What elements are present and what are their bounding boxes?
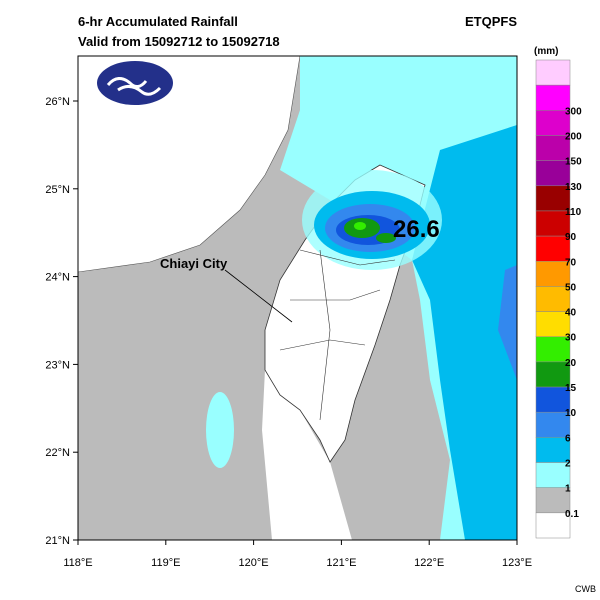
legend-swatch bbox=[535, 261, 571, 287]
legend-label: 70 bbox=[565, 257, 577, 268]
legend-label: 1 bbox=[565, 484, 571, 495]
legend-swatch bbox=[535, 135, 571, 161]
legend-label: 15 bbox=[565, 383, 577, 394]
legend-swatch bbox=[535, 286, 571, 312]
lat-tick-label: 24°N bbox=[45, 272, 70, 284]
legend-label: 130 bbox=[565, 182, 582, 193]
legend-swatch bbox=[535, 59, 571, 86]
map-frame bbox=[77, 55, 518, 541]
legend-swatch bbox=[535, 185, 571, 212]
county-lines bbox=[279, 249, 396, 421]
lon-tick-label: 120°E bbox=[239, 557, 269, 569]
legend-label: 0.1 bbox=[565, 509, 579, 520]
lon-tick-label: 123°E bbox=[502, 557, 532, 569]
rain-blob-20b bbox=[376, 233, 396, 243]
lat-tick-label: 26°N bbox=[45, 96, 70, 108]
strait-dry bbox=[262, 370, 352, 540]
legend-unit: (mm) bbox=[534, 46, 558, 57]
rain-6-10 bbox=[498, 265, 517, 380]
legend-label: 6 bbox=[565, 433, 571, 444]
legend-label: 110 bbox=[565, 207, 582, 218]
lon-tick-label: 119°E bbox=[151, 557, 180, 569]
legend-swatch bbox=[535, 512, 571, 539]
legend-swatch bbox=[535, 235, 571, 262]
lat-tick-label: 21°N bbox=[45, 535, 70, 547]
legend-swatch bbox=[535, 110, 571, 136]
city-label: Chiayi City bbox=[160, 256, 228, 271]
legend-swatch bbox=[535, 311, 571, 337]
legend-swatch bbox=[535, 437, 571, 463]
mainland bbox=[78, 56, 301, 273]
legend-label: 20 bbox=[565, 358, 577, 369]
legend-label: 50 bbox=[565, 282, 577, 293]
rain-patch bbox=[206, 392, 234, 468]
map-area bbox=[78, 56, 517, 540]
max-value: 26.6 bbox=[393, 216, 440, 243]
logo-swirl bbox=[106, 77, 162, 96]
lat-tick-label: 23°N bbox=[45, 359, 70, 371]
lon-tick-label: 122°E bbox=[414, 557, 444, 569]
lon-tick-label: 121°E bbox=[326, 557, 356, 569]
legend-swatch bbox=[535, 336, 571, 363]
rain-blob-30 bbox=[354, 222, 366, 230]
legend-swatch bbox=[535, 210, 571, 237]
legend-swatch bbox=[535, 160, 571, 187]
legend-label: 2 bbox=[565, 459, 571, 470]
product: ETQPFS bbox=[465, 14, 517, 29]
title: 6-hr Accumulated Rainfall bbox=[78, 14, 238, 29]
lon-tick-label: 118°E bbox=[63, 557, 92, 569]
subtitle: Valid from 15092712 to 15092718 bbox=[78, 34, 280, 49]
legend-label: 10 bbox=[565, 408, 577, 419]
legend-label: 150 bbox=[565, 157, 582, 168]
legend-label: 90 bbox=[565, 232, 577, 243]
legend-label: 300 bbox=[565, 106, 582, 117]
lat-tick-label: 22°N bbox=[45, 447, 70, 459]
lat-tick-label: 25°N bbox=[45, 184, 70, 196]
credit: CWB bbox=[575, 584, 596, 594]
legend-label: 40 bbox=[565, 308, 577, 319]
legend-label: 30 bbox=[565, 333, 577, 344]
legend-label: 200 bbox=[565, 131, 582, 142]
legend-swatch bbox=[535, 386, 571, 413]
city-pointer bbox=[224, 269, 293, 323]
